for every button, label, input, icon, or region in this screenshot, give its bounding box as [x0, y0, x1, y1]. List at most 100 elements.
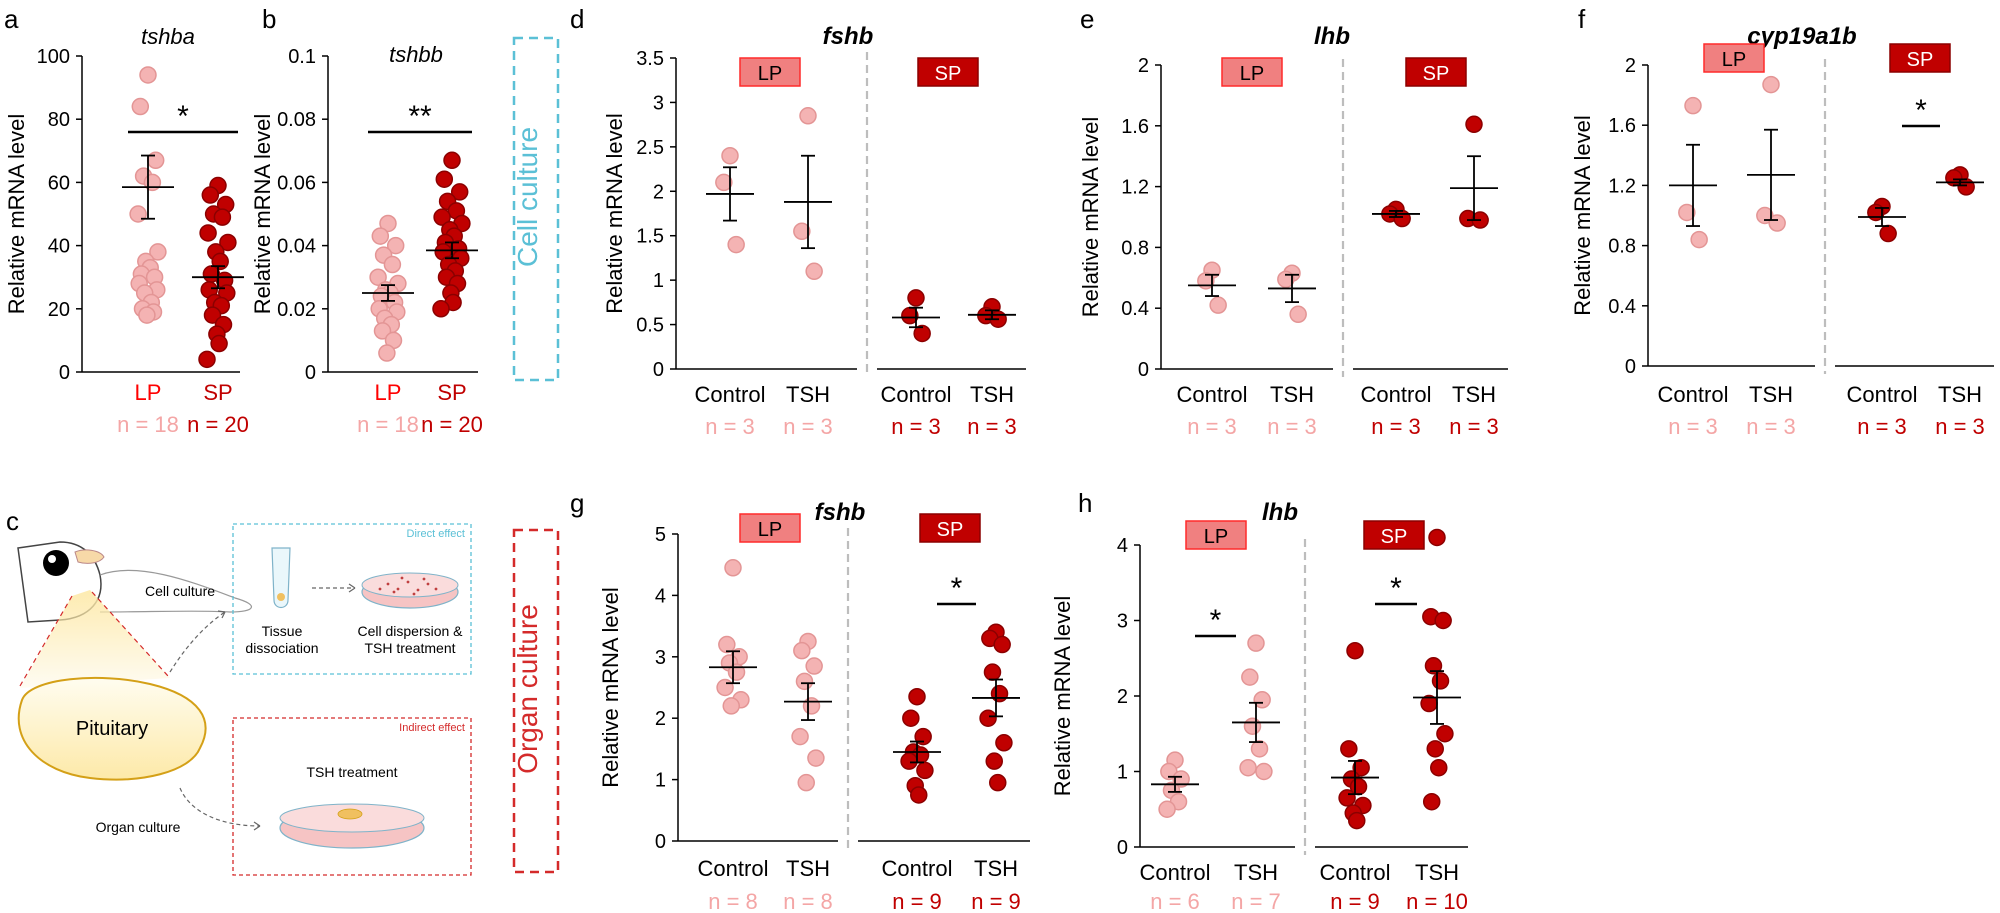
panel-label-d: d — [570, 4, 584, 34]
badge-sp — [919, 513, 981, 543]
tsh-treatment-label: TSH treatment — [306, 764, 397, 780]
y-tick-label: 4 — [655, 585, 666, 607]
data-point — [907, 289, 925, 307]
dots-sp-sp — [432, 151, 471, 318]
sample-size-label: n = 9 — [971, 889, 1021, 913]
badge-label-lp: LP — [758, 519, 782, 541]
x-category-label: TSH — [1452, 382, 1496, 407]
fish-body-icon — [99, 569, 252, 613]
tissue-icon — [277, 593, 285, 601]
data-point — [1253, 691, 1271, 709]
data-point — [1426, 740, 1444, 758]
cell-culture-side-label: Cell culture — [512, 127, 543, 267]
tissue-dissociation-label-2: dissociation — [245, 640, 318, 656]
sample-size-label: n = 3 — [967, 414, 1017, 439]
significance-sp-marker: * — [1390, 572, 1402, 605]
chart-title: tshbb — [389, 42, 443, 67]
data-point — [435, 170, 454, 188]
data-point — [795, 672, 814, 691]
y-tick-label: 20 — [48, 299, 70, 321]
data-point — [432, 300, 450, 318]
data-point — [139, 66, 157, 84]
x-category-label: Control — [881, 382, 952, 407]
y-tick-label: 0.4 — [1121, 298, 1149, 320]
x-category-label: SP — [203, 380, 232, 405]
data-point — [916, 761, 934, 780]
dispersed-cells-icon — [378, 576, 438, 596]
data-point — [210, 334, 228, 353]
y-tick-label: 3 — [655, 647, 666, 669]
x-category-label: Control — [882, 856, 953, 881]
y-tick-label: 1 — [655, 770, 666, 792]
y-tick-label: 0 — [1138, 359, 1149, 381]
data-point — [1431, 672, 1450, 690]
chart-title: lhb — [1262, 499, 1298, 526]
y-axis-label: Relative mRNA level — [4, 114, 29, 315]
fish-eye-icon — [43, 550, 69, 576]
y-tick-label: 0 — [655, 831, 666, 853]
y-tick-label: 3 — [653, 92, 664, 114]
data-point — [450, 183, 469, 201]
badge-label-sp: SP — [1907, 49, 1934, 71]
data-point — [724, 559, 742, 577]
badge-label-lp: LP — [758, 63, 782, 85]
panel-label-b: b — [262, 4, 276, 34]
dots-control-lp — [1678, 96, 1708, 249]
y-tick-label: 0 — [1625, 356, 1636, 378]
data-point — [149, 243, 167, 261]
data-point — [805, 657, 823, 675]
sample-size-label: n = 3 — [1746, 414, 1796, 439]
data-point — [369, 268, 387, 286]
dots-tsh-sp — [1459, 115, 1489, 229]
x-category-label: SP — [437, 380, 466, 405]
data-point — [443, 151, 461, 170]
data-point — [203, 306, 222, 324]
sample-size-label: n = 10 — [1406, 889, 1468, 913]
direct-effect-label: Direct effect — [407, 528, 466, 540]
cell-culture-arrow-label: Cell culture — [145, 583, 215, 599]
pituitary-icon — [17, 676, 207, 781]
y-tick-label: 2 — [1625, 55, 1636, 77]
sample-size-label: n = 3 — [1935, 414, 1985, 439]
sample-size-label: n = 8 — [708, 889, 758, 913]
data-point — [199, 224, 217, 242]
sample-size-label: n = 3 — [1371, 414, 1421, 439]
dots-tsh-sp — [1420, 528, 1454, 811]
sample-size-label: n = 3 — [1857, 414, 1907, 439]
dots-control-sp — [901, 289, 931, 343]
y-axis-label: Relative mRNA level — [1078, 117, 1103, 318]
dish-top-icon — [361, 572, 459, 598]
chart-f: cyp19a1b 0 0.4 0.8 1.2 1.6 2 Relative mRNA leve… — [1570, 23, 1994, 439]
x-category-label: TSH — [1415, 860, 1459, 885]
data-point — [386, 236, 405, 255]
data-point — [1465, 115, 1483, 134]
sample-size-label: n = 18 — [117, 412, 179, 437]
data-point — [1250, 740, 1269, 758]
dots-control-lp — [1158, 751, 1190, 818]
data-point — [802, 697, 821, 715]
badge-label-lp: LP — [1722, 49, 1746, 71]
dots-tsh-lp — [793, 107, 823, 281]
dots-control-lp — [716, 559, 750, 715]
data-point — [1247, 634, 1265, 652]
data-point — [1879, 224, 1897, 243]
chart-a: tshba 0 20 40 60 80 100 Relative mRNA level LP n … — [4, 24, 249, 437]
data-point — [138, 306, 156, 324]
badge-lp — [1703, 43, 1765, 73]
data-point — [715, 173, 733, 192]
data-point — [1255, 762, 1273, 781]
chart-title: lhb — [1314, 23, 1350, 50]
data-point — [131, 97, 150, 116]
organ-culture-arrow-label: Organ culture — [96, 819, 181, 835]
x-category-label: LP — [135, 380, 162, 405]
panel-label-c: c — [6, 506, 19, 536]
y-tick-label: 0.4 — [1608, 296, 1636, 318]
panel-label-g: g — [570, 488, 584, 518]
arrowhead-icon — [348, 583, 356, 593]
y-axis-label: Relative mRNA level — [1570, 115, 1595, 316]
x-category-label: Control — [698, 856, 769, 881]
y-tick-label: 40 — [48, 236, 70, 258]
data-point — [201, 186, 220, 204]
y-tick-label: 1.5 — [636, 226, 664, 248]
data-point — [378, 344, 396, 362]
